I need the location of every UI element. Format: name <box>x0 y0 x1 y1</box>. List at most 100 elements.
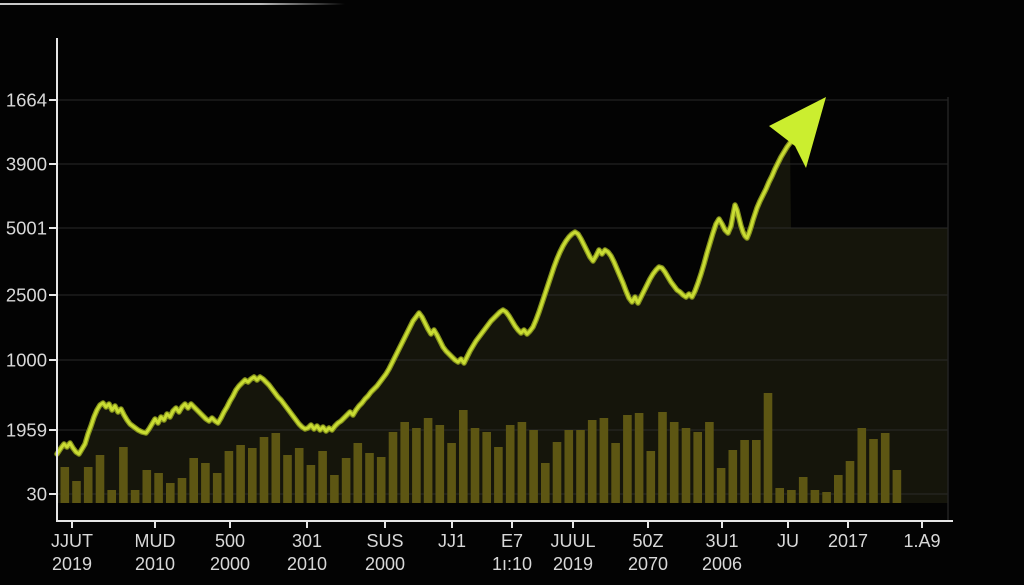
x-tick-label-line1: JU <box>777 531 799 551</box>
volume-bar <box>306 465 316 503</box>
volume-bar <box>763 393 773 503</box>
x-tick-label-line1: JJUT <box>51 531 93 551</box>
volume-bar <box>857 428 867 503</box>
volume-bar <box>212 473 222 503</box>
x-tick-label-line1: 500 <box>215 531 245 551</box>
volume-bar <box>810 490 820 503</box>
volume-bar <box>775 488 784 503</box>
x-tick-label-line1: SUS <box>366 531 403 551</box>
volume-bar <box>869 439 878 503</box>
volume-bar <box>752 440 761 503</box>
volume-bar <box>294 448 304 503</box>
price-line <box>55 138 795 456</box>
volume-bar <box>470 428 480 503</box>
volume-bar <box>740 440 749 503</box>
volume-bar <box>224 451 234 503</box>
volume-bar <box>459 410 468 503</box>
x-tick-label-line1: JUUL <box>550 531 595 551</box>
volume-bar <box>341 458 351 503</box>
volume-bar <box>482 432 491 503</box>
volume-bar <box>376 457 386 503</box>
volume-bar <box>271 433 281 503</box>
top-border-line <box>0 3 345 5</box>
x-tick-label-line2: 2019 <box>52 554 92 574</box>
x-tick-label-line2: 2000 <box>365 554 405 574</box>
x-tick-label-line1: JJ1 <box>438 531 466 551</box>
y-tick-label: 2500 <box>6 285 47 306</box>
volume-bar <box>681 428 691 503</box>
volume-bar <box>177 478 187 503</box>
x-tick-label-line2: 2010 <box>135 554 175 574</box>
volume-bar <box>576 430 585 503</box>
volume-bar <box>822 492 831 503</box>
volume-bar <box>529 430 538 503</box>
x-tick-label-line2: 2000 <box>210 554 250 574</box>
trend-arrow-icon <box>769 97 826 168</box>
volume-bar <box>447 443 456 503</box>
y-tick-label: 30 <box>26 484 47 505</box>
volume-bar <box>880 433 890 503</box>
volume-bar <box>693 432 702 503</box>
volume-bar <box>798 477 808 503</box>
x-tick-label-line1: 3U1 <box>705 531 738 551</box>
volume-bar <box>505 425 515 503</box>
volume-bar <box>130 490 140 503</box>
volume-bar <box>248 448 257 503</box>
volume-bar <box>353 443 363 503</box>
volume-bar <box>552 442 562 503</box>
volume-bar <box>705 422 714 503</box>
x-tick-label-line1: 50Z <box>632 531 663 551</box>
volume-bar <box>83 467 93 503</box>
volume-bar <box>283 455 292 503</box>
y-tick-label: 1000 <box>6 350 47 371</box>
volume-bar <box>834 475 843 503</box>
x-tick-label-line1: MUD <box>135 531 176 551</box>
y-tick-label: 3900 <box>6 154 47 175</box>
volume-bar <box>318 451 327 503</box>
volume-bar <box>412 428 421 503</box>
volume-bar <box>236 445 245 503</box>
volume-bar <box>494 447 503 503</box>
volume-bar <box>388 432 398 503</box>
volume-bar <box>587 420 597 503</box>
volume-bar <box>646 451 656 503</box>
volume-bar <box>728 450 738 503</box>
x-tick-label-line1: E7 <box>501 531 523 551</box>
x-tick-label-line1: 301 <box>292 531 322 551</box>
volume-bar <box>599 418 609 503</box>
x-tick-label-line2: 2019 <box>553 554 593 574</box>
x-tick-label-line2: 1ı:10 <box>492 554 532 574</box>
volume-bar <box>845 461 855 503</box>
x-tick-label-line2: 2006 <box>702 554 742 574</box>
volume-bar <box>142 470 152 503</box>
y-tick-label: 5001 <box>6 218 47 239</box>
volume-bar <box>423 418 433 503</box>
volume-bar <box>611 443 620 503</box>
volume-bar <box>365 453 374 503</box>
volume-bar <box>716 468 726 503</box>
volume-bar <box>517 422 527 503</box>
volume-bar <box>119 447 128 503</box>
volume-bar <box>623 415 632 503</box>
volume-bar <box>201 463 210 503</box>
x-tick-label-line1: 2017 <box>828 531 868 551</box>
volume-bar <box>634 413 644 503</box>
volume-bar <box>400 422 409 503</box>
volume-bar <box>166 483 175 503</box>
volume-bar <box>72 481 81 503</box>
volume-bar <box>658 412 667 503</box>
x-tick-label-line1: 1.A9 <box>903 531 940 551</box>
volume-bar <box>330 475 339 503</box>
volume-bar <box>892 470 902 503</box>
volume-bar <box>259 437 269 503</box>
x-tick-label-line2: 2070 <box>628 554 668 574</box>
volume-bar <box>541 463 550 503</box>
volume-bar <box>564 430 574 503</box>
volume-bar <box>189 458 198 503</box>
y-tick-label: 1664 <box>6 90 47 111</box>
volume-bar <box>435 425 445 503</box>
volume-bar <box>107 490 116 503</box>
volume-bar <box>787 490 796 503</box>
